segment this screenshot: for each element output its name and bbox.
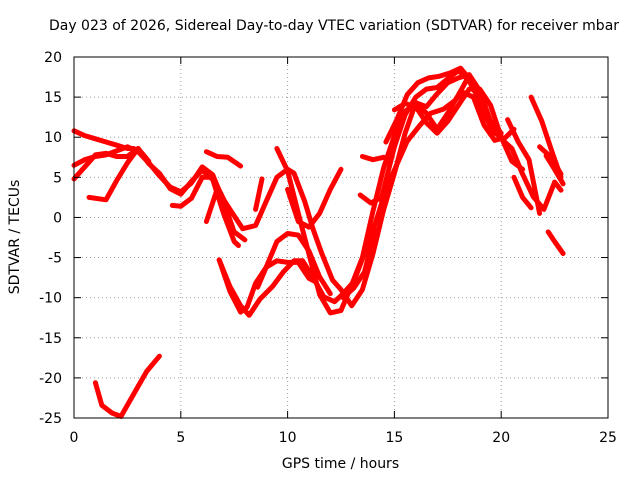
series-track-19 [391, 86, 526, 172]
y-tick-label: 10 [44, 130, 62, 146]
series-track-4 [86, 146, 152, 203]
series-track-15 [340, 227, 378, 301]
x-tick-label: 15 [385, 430, 403, 446]
series-track-24 [543, 153, 566, 187]
series-track-21 [511, 174, 534, 211]
y-tick-label: 15 [44, 90, 62, 106]
x-tick-label: 20 [492, 430, 510, 446]
y-tick-label: 0 [53, 210, 62, 226]
ticks: 0 5 10 15 20 25 -25 -20 -15 -10 -5 0 5 10 15 20 [39, 50, 617, 446]
y-tick-label: -15 [39, 331, 62, 347]
series-track-6 [203, 149, 244, 169]
x-tick-label: 25 [599, 430, 617, 446]
x-tick-label: 10 [279, 430, 297, 446]
series-track-8 [203, 77, 470, 309]
series-track-11 [253, 176, 265, 212]
series-track-18 [383, 65, 517, 145]
series-track-25 [545, 229, 566, 256]
series-track-14 [255, 231, 333, 297]
y-tick-label: -5 [48, 251, 62, 267]
x-axis-label: GPS time / hours [281, 456, 400, 472]
grid [74, 57, 608, 418]
chart-title: Day 023 of 2026, Sidereal Day-to-day VTE… [48, 18, 620, 34]
series-track-7 [92, 353, 162, 419]
y-tick-label: -10 [39, 291, 62, 307]
series-track-3 [71, 128, 137, 151]
x-tick-label: 0 [70, 430, 79, 446]
series-layer [71, 65, 566, 419]
series-track-23 [537, 144, 564, 177]
y-tick-label: -25 [39, 411, 62, 427]
plot-frame [73, 56, 609, 419]
series-track-5 [169, 174, 226, 209]
y-tick-label: -20 [39, 371, 62, 387]
x-tick-label: 5 [176, 430, 185, 446]
series-track-13 [285, 166, 344, 230]
y-tick-label: 20 [44, 50, 62, 66]
series-track-20 [505, 117, 543, 216]
series-track-17 [359, 154, 387, 163]
y-tick-label: 5 [53, 170, 62, 186]
